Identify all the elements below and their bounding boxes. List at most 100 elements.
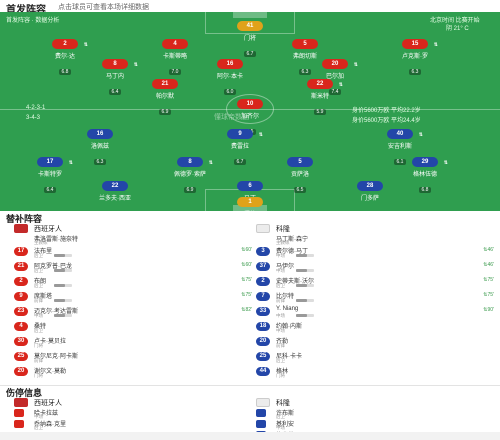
home-sub-row[interactable]: 2 布朗 后卫 ⇅75' <box>14 275 254 290</box>
away-coach[interactable]: 马丁斯·森宁 主教练 <box>256 234 496 245</box>
away-subs-team[interactable]: 科隆 <box>256 223 496 234</box>
home-sub-position: 后卫 <box>34 268 43 273</box>
home-subs-column: 西班牙人 弗洛雷斯·施奈特 主教练 17 法布里 后卫 ⇅60' 21 阿克罗普·巴龙 后卫… <box>14 223 254 380</box>
home-player[interactable]: 2 ⇅ 费尔·达 6.8 <box>35 32 95 78</box>
home-sub-row[interactable]: 23 迈克尔·考达雷斯 中场 ⇅82' <box>14 305 254 320</box>
home-sub-number: 25 <box>14 352 28 361</box>
substitution-icon: ⇅ <box>443 160 448 166</box>
home-subs-team[interactable]: 西班牙人 <box>14 223 254 234</box>
home-player[interactable]: 20 ⇅ 巴尔加 7.4 <box>305 52 365 98</box>
home-shirt-number: 16 <box>217 59 243 69</box>
home-player-name: 卢克斯·罗 <box>402 54 428 60</box>
away-coach-name: 马丁斯·森宁 <box>276 237 308 243</box>
home-shirt-number: 2 ⇅ <box>52 39 88 49</box>
home-player[interactable]: 22 ⇅ 斯米特 5.9 <box>290 72 350 118</box>
home-sub-row[interactable]: 25 莫尔尼克·阿卡斯 前锋 <box>14 350 254 365</box>
home-shirt-number: 21 <box>152 79 178 89</box>
away-team-logo-icon <box>256 398 270 407</box>
home-injury-row[interactable]: 乔纳森·克里 后卫 <box>14 419 254 430</box>
away-injury-row[interactable]: 许布斯 后卫 <box>256 408 496 419</box>
home-sub-number: 20 <box>14 367 28 376</box>
away-shirt-number: 6 <box>237 181 263 191</box>
away-player[interactable]: 40 ⇅ 安吉利斯 6.1 <box>370 122 430 168</box>
away-player[interactable]: 9 ⇅ 费雷拉 6.7 <box>210 122 270 168</box>
away-sub-row[interactable]: 20 齐勒 前锋 <box>256 335 496 350</box>
away-sub-row[interactable]: 3 费尔德·马丁 中场 ⇅46' <box>256 245 496 260</box>
home-shirt-number: 15 ⇅ <box>402 39 438 49</box>
away-injury-row[interactable]: 基利安 中场 <box>256 419 496 430</box>
home-sub-row[interactable]: 9 席斯塔 前锋 ⇅75' <box>14 290 254 305</box>
home-player[interactable]: 21 帕尔默 6.9 <box>135 72 195 118</box>
away-sub-row[interactable]: 2 史蒂夫斯·沃尔 后卫 ⇅75' <box>256 275 496 290</box>
home-player[interactable]: 16 阿尔·本卡 6.0 <box>200 52 260 98</box>
home-player[interactable]: 8 ⇅ 马丁内 6.4 <box>85 52 145 98</box>
home-coach-role: 主教练 <box>34 240 48 245</box>
home-sub-row[interactable]: 17 法布里 后卫 ⇅60' <box>14 245 254 260</box>
away-sub-row[interactable]: 7 比尔特 前锋 ⇅75' <box>256 290 496 305</box>
away-player[interactable]: 16 洛佩兹 6.3 <box>70 122 130 168</box>
home-sub-time: ⇅60' <box>241 247 252 253</box>
away-sub-number: 20 <box>256 337 270 346</box>
substitution-icon: ⇅ <box>353 62 358 68</box>
home-sub-row[interactable]: 4 桑特 后卫 <box>14 320 254 335</box>
injury-icon <box>256 420 266 428</box>
home-player[interactable]: 41 门将 6.7 <box>220 14 280 60</box>
away-player[interactable]: 17 ⇅ 卡斯特罗 6.4 <box>20 150 80 196</box>
home-player-name: 巴尔加 <box>325 74 344 80</box>
away-shirt-number: 1 <box>237 197 263 207</box>
injuries-section-title: 伤停信息 <box>6 388 43 398</box>
away-sub-number: 18 <box>256 322 270 331</box>
away-sub-row[interactable]: 18 约翰·内斯 中场 <box>256 320 496 335</box>
away-player-rating: 6.8 <box>418 187 432 193</box>
home-coach[interactable]: 弗洛雷斯·施奈特 主教练 <box>14 234 254 245</box>
home-sub-position: 前锋 <box>34 298 43 303</box>
center-circle <box>226 94 274 124</box>
home-player[interactable]: 5 弗朗切斯 6.3 <box>275 32 335 78</box>
home-team-name: 西班牙人 <box>34 226 62 233</box>
home-injury-row[interactable]: 哈卡拉兹 中场 <box>14 408 254 419</box>
away-sub-rating-bar <box>296 284 314 287</box>
home-injuries-team[interactable]: 西班牙人 <box>14 397 254 408</box>
away-sub-name: 史蒂夫斯·沃尔 <box>276 279 314 285</box>
away-sub-row[interactable]: 44 格林 门将 <box>256 365 496 380</box>
away-sub-row[interactable]: 37 马伊尔 中场 ⇅46' <box>256 260 496 275</box>
lineup-subtitle: 点击球员可查看本场详细数据 <box>58 4 149 11</box>
home-sub-rating-bar <box>54 269 72 272</box>
home-team-logo-icon <box>14 224 28 233</box>
away-shirt-number: 22 <box>102 181 128 191</box>
away-player-rating: 6.9 <box>183 187 197 193</box>
home-player-rating: 6.7 <box>243 51 257 57</box>
substitution-icon: ⇅ <box>68 160 73 166</box>
away-player[interactable]: 8 ⇅ 佩德罗·索萨 6.9 <box>160 150 220 196</box>
away-injuries-team[interactable]: 科隆 <box>256 397 496 408</box>
away-sub-row[interactable]: 33 Y. Niang 中场 ⇅90' <box>256 305 496 320</box>
away-sub-rating-bar <box>296 269 314 272</box>
pitch-top-left-text: 首发阵容 · 数据分析 <box>6 18 60 24</box>
home-sub-position: 门将 <box>34 343 43 348</box>
pitch-weather-text: 阴 21° C <box>446 26 469 32</box>
home-player[interactable]: 4 卡斯蒂略 7.0 <box>145 32 205 78</box>
away-player[interactable]: 29 ⇅ 格林伍德 6.8 <box>395 150 455 196</box>
home-player-name: 费尔·达 <box>55 54 75 60</box>
home-player-name: 弗朗切斯 <box>292 54 317 60</box>
home-sub-row[interactable]: 30 卢卡·莫贝拉 门将 <box>14 335 254 350</box>
away-sub-name: Y. Niang <box>276 306 299 312</box>
home-player[interactable]: 15 ⇅ 卢克斯·罗 6.3 <box>385 32 445 78</box>
away-injury-name: 基利安 <box>276 422 295 428</box>
home-sub-row[interactable]: 21 阿克罗普·巴龙 后卫 ⇅60' <box>14 260 254 275</box>
home-injury-position: 中场 <box>34 414 43 419</box>
home-sub-position: 门将 <box>34 373 43 378</box>
away-player[interactable]: 28门多萨6.8 <box>340 174 400 211</box>
home-sub-position: 后卫 <box>34 253 43 258</box>
home-shirt-number: 20 ⇅ <box>322 59 358 69</box>
away-injuries-team-name: 科隆 <box>276 400 290 407</box>
substitution-icon: ⇅ <box>133 62 138 68</box>
away-sub-row[interactable]: 25 尼科·卡卡 后卫 <box>256 350 496 365</box>
home-sub-rating-bar <box>54 284 72 287</box>
home-sub-row[interactable]: 20 谢尔文·莫勒 门将 <box>14 365 254 380</box>
away-player[interactable]: 5 贡萨洛 6.5 <box>270 150 330 196</box>
away-sub-number: 37 <box>256 262 270 271</box>
home-sub-position: 中场 <box>34 313 43 318</box>
